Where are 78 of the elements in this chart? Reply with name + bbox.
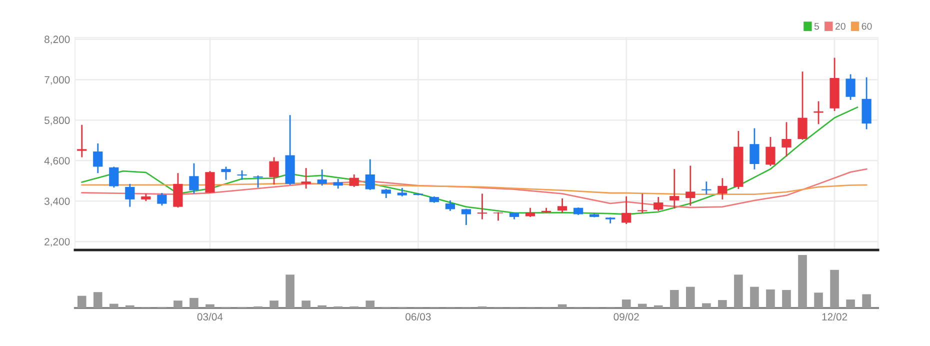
bar xyxy=(318,305,326,308)
bar xyxy=(270,300,278,308)
x-tick-label: 06/03 xyxy=(406,312,431,321)
candlestick xyxy=(670,168,680,210)
bar xyxy=(126,305,134,308)
candlestick xyxy=(269,156,279,186)
bar xyxy=(174,300,182,308)
candlestick xyxy=(622,196,632,225)
candlestick xyxy=(77,124,87,158)
y-tick-label: 4,600 xyxy=(44,157,70,166)
y-tick-label: 2,200 xyxy=(44,238,70,247)
bar xyxy=(766,289,775,308)
bar xyxy=(286,274,294,308)
bar xyxy=(302,300,310,308)
candlestick xyxy=(525,207,536,218)
bar xyxy=(702,303,711,308)
y-tick-label: 8,200 xyxy=(44,36,70,44)
candlestick xyxy=(221,166,231,181)
candlestick xyxy=(125,183,135,208)
legend-label: 5 xyxy=(814,22,820,30)
bar xyxy=(814,292,823,308)
legend-label: 20 xyxy=(835,22,846,30)
candlestick xyxy=(173,172,183,208)
bar xyxy=(846,300,855,308)
x-tick-label: 03/04 xyxy=(197,312,223,321)
candlestick xyxy=(557,198,568,214)
bar xyxy=(206,304,214,308)
candlestick xyxy=(750,128,760,170)
bar xyxy=(109,304,118,308)
y-tick-label: 7,000 xyxy=(44,76,70,85)
bar xyxy=(718,300,727,308)
candlestick xyxy=(846,74,856,101)
bar xyxy=(366,300,375,308)
candlestick xyxy=(365,158,375,191)
line-series xyxy=(81,168,868,208)
candlestick xyxy=(718,177,728,200)
candlestick xyxy=(157,192,167,206)
bar xyxy=(77,296,86,308)
candlestick xyxy=(237,170,247,181)
candlestick xyxy=(798,70,808,140)
y-tick-label: 5,800 xyxy=(44,116,70,126)
bar xyxy=(782,290,791,308)
candlestick xyxy=(686,164,696,207)
bar xyxy=(558,304,567,308)
y-tick-label: 3,400 xyxy=(44,198,70,206)
bar xyxy=(638,304,647,308)
candlestick xyxy=(477,192,488,220)
candlestick xyxy=(333,178,343,190)
candlestick xyxy=(205,170,215,194)
candlestick xyxy=(461,208,472,226)
candlestick xyxy=(782,121,792,158)
candlestick xyxy=(445,200,455,212)
candlestick xyxy=(253,174,263,188)
candlestick xyxy=(638,192,648,214)
candlestick xyxy=(93,142,103,174)
bar xyxy=(862,294,871,308)
candlestick xyxy=(349,174,359,188)
bar xyxy=(670,290,679,308)
bar xyxy=(734,274,743,308)
candlestick xyxy=(702,180,712,196)
bar xyxy=(798,255,807,308)
bar xyxy=(93,292,102,308)
bar xyxy=(750,286,759,308)
bar xyxy=(622,300,631,308)
bar xyxy=(686,286,695,308)
candlestick xyxy=(109,166,119,188)
legend-label: 60 xyxy=(862,22,872,30)
candlestick xyxy=(301,167,311,190)
candlestick xyxy=(381,188,391,199)
x-tick-label: 09/02 xyxy=(614,312,639,321)
candlestick xyxy=(189,162,199,194)
candlestick xyxy=(317,168,327,186)
x-tick-label: 12/02 xyxy=(822,312,848,321)
candlestick xyxy=(766,136,776,167)
bar xyxy=(830,270,839,308)
bar xyxy=(654,305,663,308)
bar xyxy=(190,298,198,308)
candlestick xyxy=(654,196,664,212)
